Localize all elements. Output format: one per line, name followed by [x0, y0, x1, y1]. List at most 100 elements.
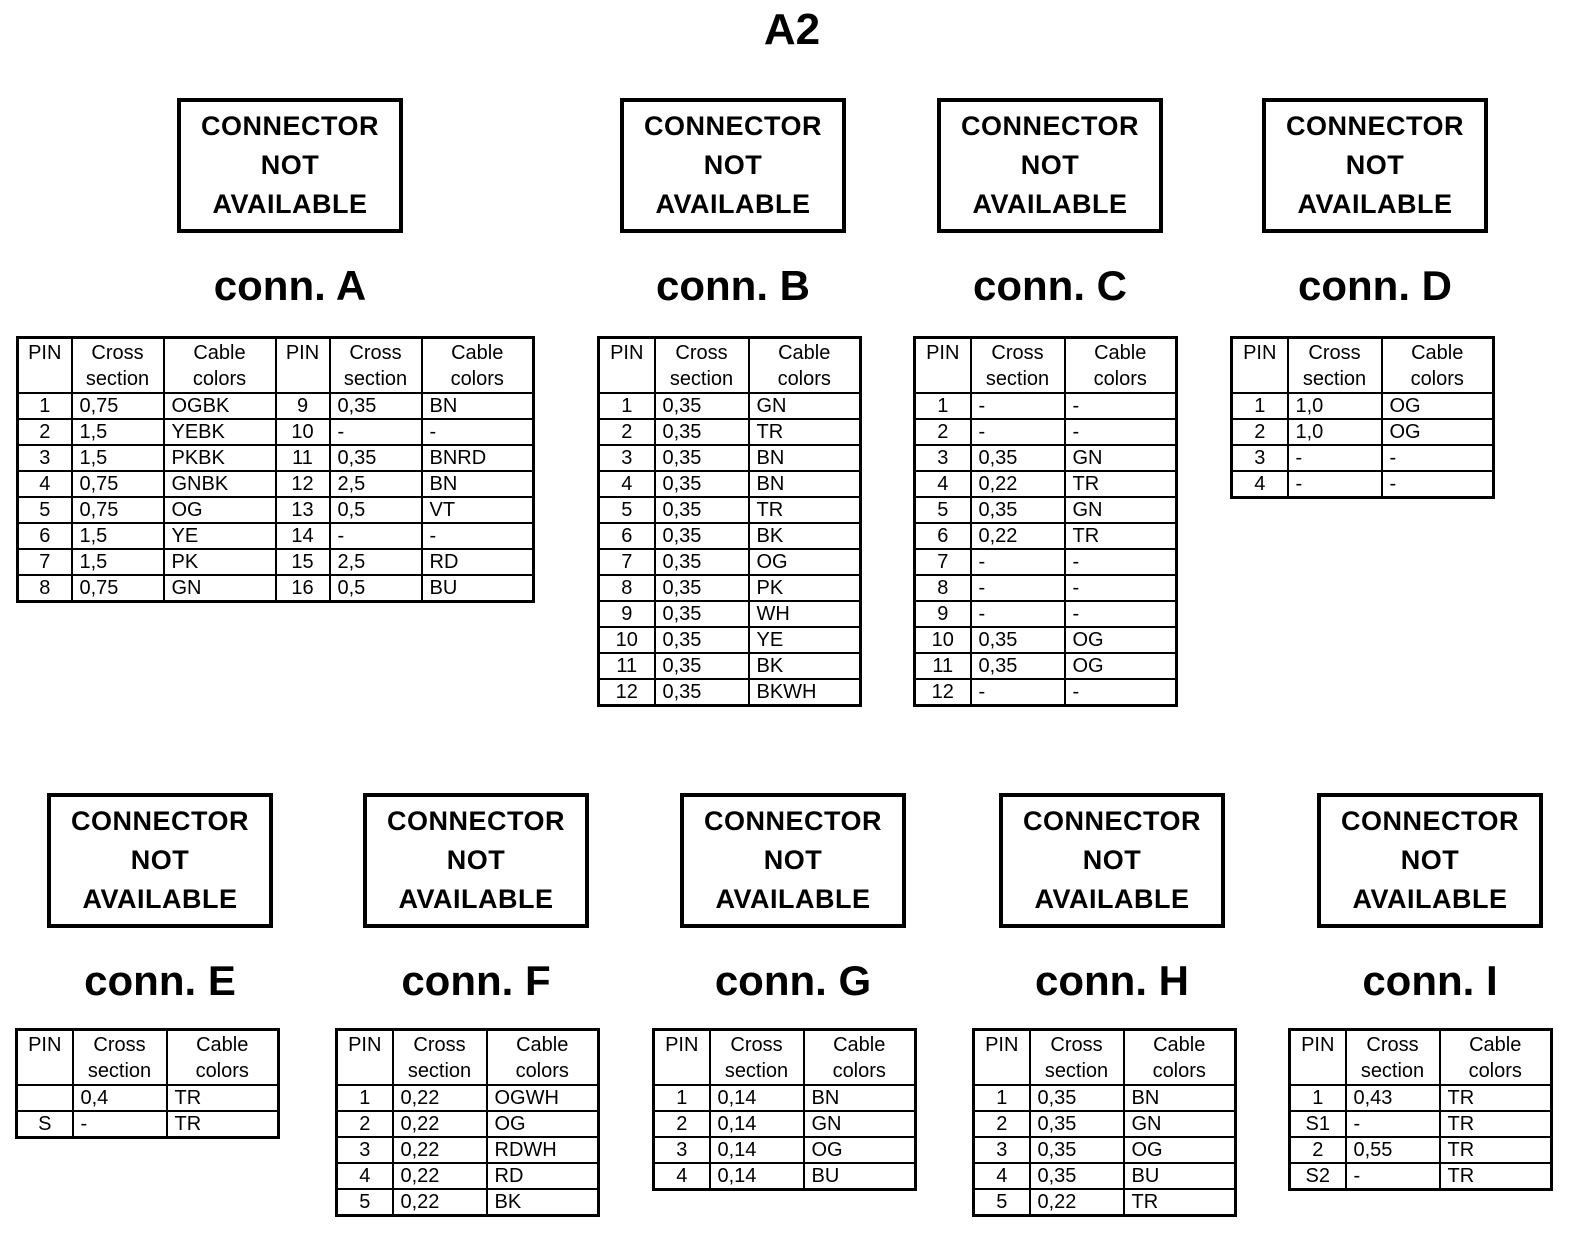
cell-pin: 7 [597, 548, 656, 576]
pin-row: 2 0,35 GN [972, 1110, 1237, 1138]
header-row: PIN Cross section Cable colors [1230, 336, 1495, 394]
cell-cable-colors: GN [1063, 496, 1178, 524]
cell-cable-colors: OG [802, 1136, 917, 1164]
cell-pin: 12 [597, 678, 656, 707]
connector-not-available-box: CONNECTOR NOT AVAILABLE [999, 793, 1225, 928]
cell-cross-section: 0,35 [1028, 1110, 1125, 1138]
cell-pin: 2 [972, 1110, 1031, 1138]
cell-pin: 5 [972, 1188, 1031, 1217]
not-available-text-line: NOT [1400, 845, 1460, 875]
pin-row: 10 0,35 YE [597, 626, 862, 654]
cell-cable-colors: BK [747, 652, 862, 680]
pin-row: 3 0,14 OG [652, 1136, 917, 1164]
cell-pin: 1 [913, 392, 972, 420]
cell-pin: 3 [16, 444, 73, 472]
cell-pin: 11 [597, 652, 656, 680]
cell-pin: 9 [597, 600, 656, 628]
pin-table: PIN Cross section Cable colors 1 0,43 TR S1- TR… [1288, 1028, 1553, 1191]
cell-cross-section: 1,5 [70, 548, 165, 576]
cell-cable-colors: OGBK [162, 392, 277, 420]
col-header-pin: PIN [15, 1028, 74, 1086]
pin-row: 4-- [1230, 470, 1495, 499]
cell-pin: 15 [274, 548, 331, 576]
cell-cable-colors: - [1063, 392, 1178, 420]
cell-pin: S [15, 1110, 74, 1139]
cell-pin: 5 [335, 1188, 394, 1217]
col-header-cable-colors: Cable colors [802, 1028, 917, 1086]
connector-not-available-box: CONNECTOR NOT AVAILABLE [620, 98, 846, 233]
cell-cable-colors: GN [747, 392, 862, 420]
cell-cable-colors: TR [747, 496, 862, 524]
cell-pin: 3 [913, 444, 972, 472]
connector-not-available-box: CONNECTOR NOT AVAILABLE [1317, 793, 1543, 928]
cell-pin: 4 [16, 470, 73, 498]
pin-row: 1-- [913, 392, 1178, 420]
cell-pin: 10 [913, 626, 972, 654]
not-available-text-line: NOT [446, 845, 506, 875]
not-available-text-line: AVAILABLE [1297, 189, 1453, 219]
cell-cross-section: 0,35 [653, 678, 750, 707]
pin-row: 7 0,35 OG [597, 548, 862, 576]
cell-cable-colors: RD [485, 1162, 600, 1190]
not-available-text-line: CONNECTOR [1285, 111, 1464, 141]
cell-cross-section: 0,22 [391, 1110, 488, 1138]
cell-cross-section: - [969, 392, 1066, 420]
pin-row: 1 1,0 OG [1230, 392, 1495, 420]
cell-cable-colors: TR [1438, 1162, 1553, 1191]
pin-row: 1 0,35 GN [597, 392, 862, 420]
cell-cable-colors: OG [1122, 1136, 1237, 1164]
cell-pin: 12 [274, 470, 331, 498]
cell-cross-section: 0,14 [708, 1110, 805, 1138]
pin-table: PIN Cross section Cable colors 1 0,14 BN 2 0,14… [652, 1028, 917, 1191]
pin-row: S1- TR [1288, 1110, 1553, 1138]
cell-cross-section: 1,5 [70, 418, 165, 446]
connector-not-available-box: CONNECTOR NOT AVAILABLE [937, 98, 1163, 233]
pin-row: 1 0,14 BN [652, 1084, 917, 1112]
pin-row: 7 1,5 PK 15 2,5 RD [16, 548, 535, 576]
cell-cable-colors: WH [747, 600, 862, 628]
cell-cross-section: 1,5 [70, 444, 165, 472]
pin-row: S2- TR [1288, 1162, 1553, 1191]
header-row: PIN Cross section Cable colors [335, 1028, 600, 1086]
cell-cable-colors: OG [1380, 418, 1495, 446]
cell-cable-colors: YE [747, 626, 862, 654]
header-row: PIN Cross section Cable colors [652, 1028, 917, 1086]
cell-cross-section: 0,35 [328, 444, 423, 472]
cell-pin: 1 [1288, 1084, 1347, 1112]
cell-cable-colors: BN [802, 1084, 917, 1112]
header-row: PIN Cross section Cable colors [1288, 1028, 1553, 1086]
not-available-text-line: CONNECTOR [1022, 806, 1201, 836]
cell-cross-section: - [71, 1110, 168, 1139]
pin-row: 2-- [913, 418, 1178, 446]
cell-pin: 1 [335, 1084, 394, 1112]
not-available-text-line: NOT [130, 845, 190, 875]
not-available-text-line: AVAILABLE [715, 884, 871, 914]
cell-cross-section: 0,4 [71, 1084, 168, 1112]
col-header-cross-section: Cross section [70, 336, 165, 394]
cell-pin: 2 [652, 1110, 711, 1138]
connector-label: conn. H [1035, 957, 1189, 1004]
cell-cross-section: 0,22 [391, 1136, 488, 1164]
cell-cable-colors: BKWH [747, 678, 862, 707]
cell-cable-colors: PK [162, 548, 277, 576]
not-available-text-line: CONNECTOR [1340, 806, 1519, 836]
cell-cable-colors: TR [165, 1084, 280, 1112]
cell-cable-colors: YE [162, 522, 277, 550]
cell-pin: 7 [913, 548, 972, 576]
pin-row: 2 0,55 TR [1288, 1136, 1553, 1164]
not-available-text-line: CONNECTOR [386, 806, 565, 836]
cell-pin: 2 [16, 418, 73, 446]
not-available-text-line: AVAILABLE [398, 884, 554, 914]
connector-label: conn. D [1298, 262, 1452, 309]
cell-cable-colors: OG [485, 1110, 600, 1138]
cell-cross-section: 1,0 [1286, 392, 1383, 420]
cell-cross-section: 0,22 [1028, 1188, 1125, 1217]
col-header-pin: PIN [913, 336, 972, 394]
cell-pin: 4 [1230, 470, 1289, 499]
cell-cable-colors: - [1380, 444, 1495, 472]
cell-pin [15, 1084, 74, 1112]
cell-cross-section: 2,5 [328, 470, 423, 498]
pin-table: PIN Cross section Cable colors 1 0,35 BN 2 0,35… [972, 1028, 1237, 1217]
cell-cable-colors: TR [1438, 1110, 1553, 1138]
pin-row: 3 0,35 BN [597, 444, 862, 472]
